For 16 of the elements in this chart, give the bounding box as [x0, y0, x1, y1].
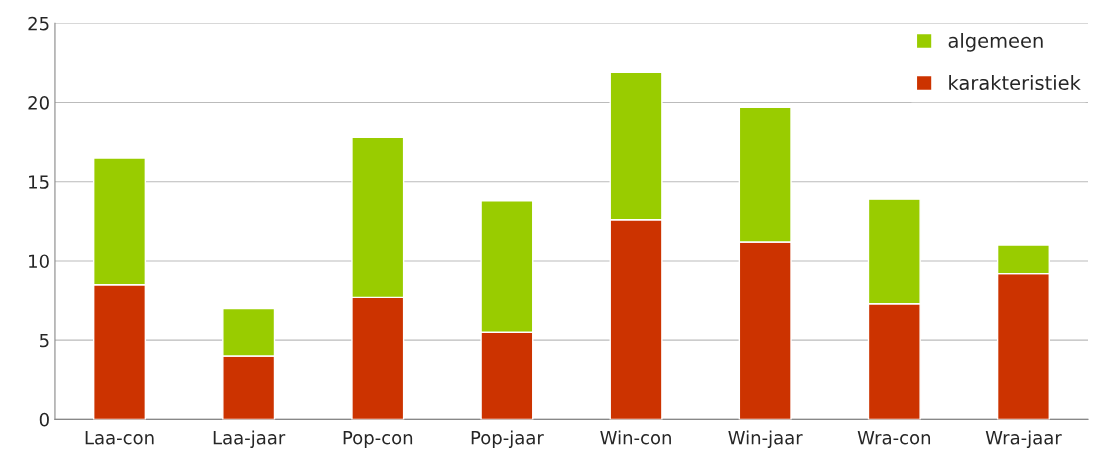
y-tick-label: 25: [28, 16, 49, 31]
y-tick-label: 0: [39, 412, 49, 427]
y-tick-label: 10: [29, 254, 49, 269]
y-tick-label: 5: [39, 333, 49, 348]
y-tick-label: 20: [28, 95, 49, 110]
x-tick-label: Laa-con: [85, 431, 154, 445]
x-tick-label: Laa-jaar: [213, 430, 286, 448]
x-tick-label: Wra-jaar: [985, 430, 1062, 448]
legend-label: algemeen: [948, 32, 1043, 52]
y-tick-label: 15: [29, 175, 49, 189]
x-tick-label: Pop-con: [343, 431, 413, 448]
legend-label: karakteristiek: [949, 75, 1081, 91]
x-tick-label: Win-con: [600, 430, 671, 445]
x-tick-label: Win-jaar: [728, 430, 803, 448]
x-tick-label: Wra-con: [857, 431, 931, 445]
x-tick-label: Pop-jaar: [471, 430, 544, 448]
